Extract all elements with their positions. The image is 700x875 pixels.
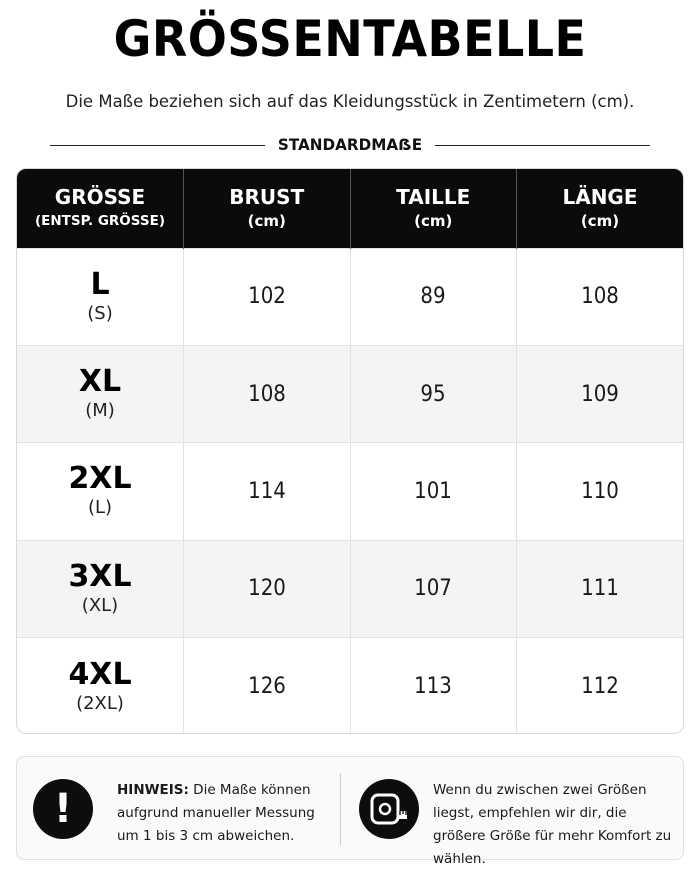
column-header-sub: (cm) bbox=[247, 211, 286, 230]
exclamation-icon: ! bbox=[33, 779, 93, 839]
taille-value: 107 bbox=[414, 576, 453, 602]
size-cell: 4XL (2XL) bbox=[17, 637, 184, 733]
laenge-cell: 110 bbox=[516, 442, 683, 541]
taille-cell: 95 bbox=[349, 344, 517, 443]
size-cell: L (S) bbox=[17, 247, 184, 346]
hint-text: Die Maße können aufgrund manueller Messu… bbox=[117, 782, 315, 844]
tip-note: Wenn du zwischen zwei Größen liegst, emp… bbox=[433, 782, 672, 867]
brust-cell: 108 bbox=[183, 344, 350, 443]
brust-value: 108 bbox=[247, 381, 286, 407]
notes-box: ! HINWEIS: Die Maße können aufgrund manu… bbox=[16, 756, 684, 867]
size-equivalent: (XL) bbox=[81, 594, 119, 616]
section-divider-right bbox=[435, 145, 650, 146]
column-header-taille: TAILLE (cm) bbox=[349, 169, 517, 248]
laenge-cell: 108 bbox=[516, 247, 683, 346]
size-equivalent: (2XL) bbox=[76, 692, 124, 714]
table-row: 3XL (XL) 120 107 111 bbox=[17, 539, 683, 638]
notes-divider bbox=[340, 773, 341, 845]
size-cell: 2XL (L) bbox=[17, 442, 184, 541]
brust-cell: 114 bbox=[183, 442, 350, 541]
column-header-label: GRÖSSE bbox=[54, 184, 146, 209]
size-label: L bbox=[90, 266, 110, 302]
page-title: GRÖSSENTABELLE bbox=[113, 10, 587, 68]
column-header-laenge: LÄNGE (cm) bbox=[516, 169, 683, 248]
size-equivalent: (M) bbox=[85, 400, 115, 422]
brust-value: 126 bbox=[247, 674, 286, 699]
column-header-size: GRÖSSE (ENTSP. GRÖSSE) bbox=[17, 169, 184, 248]
brust-cell: 120 bbox=[183, 539, 350, 638]
size-label: 2XL bbox=[68, 461, 132, 497]
column-header-label: BRUST bbox=[229, 184, 305, 209]
laenge-value: 109 bbox=[581, 381, 619, 407]
section-divider-left bbox=[50, 145, 265, 146]
size-table: GRÖSSE (ENTSP. GRÖSSE) BRUST (cm) TAILLE… bbox=[16, 168, 684, 734]
table-header-row: GRÖSSE (ENTSP. GRÖSSE) BRUST (cm) TAILLE… bbox=[17, 169, 683, 248]
section-label: STANDARDMAẞE bbox=[277, 135, 423, 154]
hint-label: HINWEIS: bbox=[117, 782, 189, 798]
size-label: 4XL bbox=[68, 656, 132, 692]
laenge-value: 112 bbox=[581, 674, 619, 699]
column-header-label: TAILLE bbox=[396, 184, 471, 209]
page-subtitle: Die Maße beziehen sich auf das Kleidungs… bbox=[65, 92, 635, 111]
taille-value: 113 bbox=[414, 674, 453, 699]
taille-value: 89 bbox=[420, 284, 446, 310]
brust-value: 114 bbox=[247, 478, 286, 504]
table-row: 4XL (2XL) 126 113 112 bbox=[17, 637, 683, 733]
laenge-value: 110 bbox=[581, 478, 619, 504]
size-cell: 3XL (XL) bbox=[17, 539, 184, 638]
column-header-sub: (ENTSP. GRÖSSE) bbox=[34, 212, 166, 229]
size-equivalent: (L) bbox=[87, 497, 113, 519]
taille-cell: 101 bbox=[349, 442, 517, 541]
taille-cell: 113 bbox=[349, 637, 517, 733]
table-row: XL (M) 108 95 109 bbox=[17, 344, 683, 443]
size-equivalent: (S) bbox=[87, 302, 113, 324]
size-cell: XL (M) bbox=[17, 344, 184, 443]
taille-cell: 107 bbox=[349, 539, 517, 638]
measuring-tape-icon bbox=[359, 779, 419, 839]
laenge-cell: 112 bbox=[516, 637, 683, 733]
laenge-value: 108 bbox=[581, 284, 619, 310]
laenge-cell: 109 bbox=[516, 344, 683, 443]
taille-value: 95 bbox=[420, 381, 446, 407]
brust-value: 120 bbox=[247, 576, 286, 602]
section-heading: STANDARDMAẞE bbox=[50, 134, 650, 156]
table-row: 2XL (L) 114 101 110 bbox=[17, 442, 683, 541]
size-label: XL bbox=[78, 364, 122, 400]
hint-note: HINWEIS: Die Maße können aufgrund manuel… bbox=[117, 779, 337, 848]
brust-cell: 102 bbox=[183, 247, 350, 346]
column-header-brust: BRUST (cm) bbox=[183, 169, 350, 248]
column-header-sub: (cm) bbox=[414, 211, 453, 230]
size-label: 3XL bbox=[68, 558, 132, 594]
brust-cell: 126 bbox=[183, 637, 350, 733]
column-header-label: LÄNGE bbox=[562, 184, 638, 209]
taille-value: 101 bbox=[414, 478, 453, 504]
table-row: L (S) 102 89 108 bbox=[17, 247, 683, 346]
brust-value: 102 bbox=[247, 284, 286, 310]
laenge-value: 111 bbox=[581, 576, 619, 602]
laenge-cell: 111 bbox=[516, 539, 683, 638]
column-header-sub: (cm) bbox=[580, 211, 620, 230]
taille-cell: 89 bbox=[349, 247, 517, 346]
